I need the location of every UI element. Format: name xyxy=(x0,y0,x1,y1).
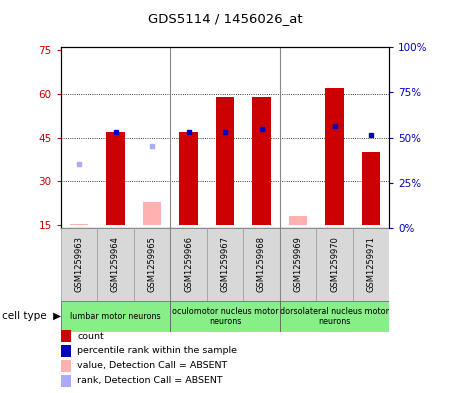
Bar xyxy=(70,224,88,225)
Text: GDS5114 / 1456026_at: GDS5114 / 1456026_at xyxy=(148,12,302,25)
Bar xyxy=(289,216,307,225)
Bar xyxy=(171,228,207,301)
Text: cell type  ▶: cell type ▶ xyxy=(2,311,61,321)
Text: lumbar motor neurons: lumbar motor neurons xyxy=(70,312,161,321)
Text: GSM1259970: GSM1259970 xyxy=(330,236,339,292)
Bar xyxy=(170,301,280,332)
Bar xyxy=(61,228,97,301)
Bar xyxy=(207,228,243,301)
Text: GSM1259965: GSM1259965 xyxy=(148,236,157,292)
Bar xyxy=(280,228,316,301)
Bar xyxy=(325,88,344,225)
Text: GSM1259971: GSM1259971 xyxy=(366,236,375,292)
Text: dorsolateral nucleus motor
neurons: dorsolateral nucleus motor neurons xyxy=(280,307,389,326)
Bar xyxy=(180,132,198,225)
Text: value, Detection Call = ABSENT: value, Detection Call = ABSENT xyxy=(77,362,228,370)
Bar xyxy=(106,132,125,225)
Bar xyxy=(134,228,170,301)
Bar xyxy=(362,152,380,225)
Text: GSM1259963: GSM1259963 xyxy=(75,236,84,292)
Text: rank, Detection Call = ABSENT: rank, Detection Call = ABSENT xyxy=(77,376,223,385)
Text: GSM1259967: GSM1259967 xyxy=(220,236,230,292)
Text: oculomotor nucleus motor
neurons: oculomotor nucleus motor neurons xyxy=(172,307,278,326)
Bar xyxy=(316,228,352,301)
Bar xyxy=(216,97,234,225)
Bar xyxy=(143,202,161,225)
Text: GSM1259964: GSM1259964 xyxy=(111,236,120,292)
Text: GSM1259969: GSM1259969 xyxy=(293,236,302,292)
Text: percentile rank within the sample: percentile rank within the sample xyxy=(77,347,238,355)
Bar xyxy=(280,301,389,332)
Bar xyxy=(61,301,170,332)
Text: count: count xyxy=(77,332,104,340)
Bar xyxy=(252,97,270,225)
Bar xyxy=(98,228,134,301)
Bar xyxy=(353,228,389,301)
Text: GSM1259966: GSM1259966 xyxy=(184,236,193,292)
Bar xyxy=(243,228,279,301)
Text: GSM1259968: GSM1259968 xyxy=(257,236,266,292)
